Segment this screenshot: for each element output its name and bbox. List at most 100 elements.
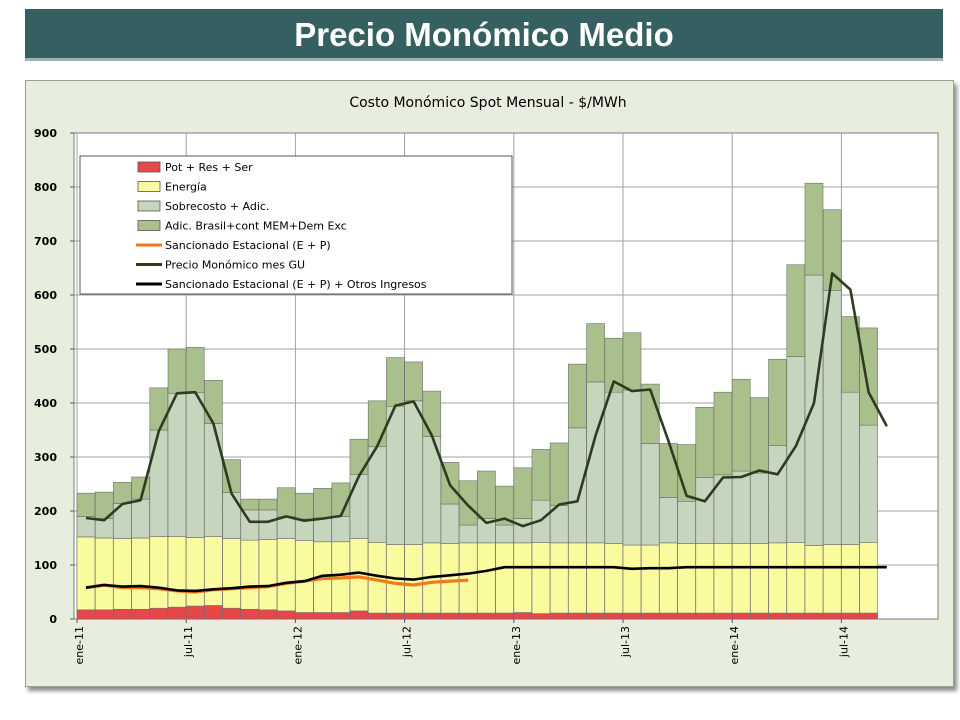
y-tick-label: 700	[34, 235, 57, 248]
bar-segment-1	[731, 543, 751, 614]
bar-segment-2	[440, 503, 460, 544]
bar-segment-2	[677, 500, 696, 544]
bar-segment-1	[841, 544, 860, 614]
y-tick-label: 600	[34, 289, 57, 302]
bar-segment-0	[477, 612, 496, 620]
bar-segment-2	[640, 443, 660, 546]
page-title: Precio Monómico Medio	[294, 16, 674, 53]
bar-segment-3	[404, 361, 423, 402]
bar-segment-1	[659, 542, 678, 614]
bar-segment-3	[458, 480, 478, 526]
legend-swatch	[137, 220, 161, 231]
y-tick-label: 200	[34, 505, 57, 518]
bar-segment-2	[859, 424, 878, 543]
x-tick-label: ene-11	[73, 626, 86, 664]
bar-segment-0	[240, 608, 260, 620]
bar-segment-2	[568, 427, 587, 544]
bar-segment-0	[94, 609, 114, 620]
x-tick-label: jul-12	[401, 626, 414, 658]
bar-segment-2	[841, 391, 860, 545]
bar-segment-0	[185, 605, 205, 620]
bar-segment-0	[513, 612, 533, 620]
bar-segment-0	[786, 612, 806, 620]
bar-segment-3	[76, 492, 96, 517]
y-tick-label: 300	[34, 451, 57, 464]
bar-segment-3	[240, 498, 260, 511]
bar-segment-1	[568, 542, 587, 614]
bar-segment-0	[604, 612, 624, 620]
bar-segment-0	[804, 612, 824, 620]
legend-swatch	[137, 161, 161, 173]
bar-segment-3	[713, 391, 733, 476]
bar-segment-3	[586, 323, 605, 383]
bar-segment-2	[404, 400, 423, 545]
bar-segment-2	[768, 445, 787, 544]
legend-entry: Pot + Res + Ser	[165, 161, 253, 174]
legend-entry: Sancionado Estacional (E + P)	[165, 239, 331, 252]
bar-segment-1	[94, 537, 114, 611]
bar-segment-0	[276, 610, 296, 620]
bar-segment-0	[640, 612, 660, 620]
x-tick-label: ene-12	[291, 626, 304, 664]
bar-segment-1	[76, 536, 96, 611]
bar-segment-3	[367, 400, 387, 448]
bar-segment-0	[422, 612, 442, 620]
bar-segment-2	[604, 391, 624, 544]
bar-segment-0	[222, 607, 241, 620]
y-axis: 0 100 200 300 400 500 600 700 800 900	[34, 127, 74, 626]
y-tick-label: 400	[34, 397, 57, 410]
bar-segment-2	[367, 446, 387, 543]
bar-segment-2	[822, 290, 842, 545]
bar-segment-3	[731, 378, 751, 472]
bar-segment-2	[131, 498, 150, 539]
bar-segment-2	[331, 516, 351, 543]
y-tick-label: 500	[34, 343, 57, 356]
bar-segment-1	[113, 538, 132, 610]
bar-segment-2	[276, 516, 296, 539]
bar-segment-0	[731, 612, 751, 620]
bar-segment-3	[768, 358, 787, 446]
bar-segment-3	[204, 380, 223, 424]
bar-segment-1	[513, 542, 533, 613]
bar-segment-1	[240, 539, 260, 610]
chart-title: Costo Monómico Spot Mensual - $/MWh	[349, 95, 626, 111]
bar-segment-3	[477, 470, 496, 519]
bar-segment-3	[313, 488, 332, 519]
x-axis: ene-11 jul-11 ene-12 jul-12 ene-13 jul-13 ene-…	[73, 619, 850, 664]
bar-segment-0	[386, 612, 405, 620]
bar-segment-0	[659, 612, 678, 620]
bar-segment-0	[113, 608, 132, 620]
bar-segment-3	[258, 498, 278, 511]
bar-segment-3	[695, 407, 715, 478]
bar-segment-2	[386, 405, 405, 545]
legend-swatch	[137, 200, 161, 212]
bar-segment-3	[804, 182, 824, 276]
bar-segment-2	[167, 392, 187, 537]
bar-segment-1	[185, 537, 205, 607]
bar-segment-0	[495, 612, 514, 620]
bar-segment-3	[786, 264, 806, 357]
bar-segment-0	[568, 612, 587, 620]
bar-segment-2	[695, 477, 715, 544]
bar-segment-1	[149, 536, 169, 609]
bar-segment-1	[458, 542, 478, 614]
x-tick-label: ene-14	[728, 626, 741, 664]
bar-segment-0	[258, 609, 278, 620]
bar-segment-3	[822, 209, 842, 291]
bar-segment-2	[731, 470, 751, 544]
bar-segment-2	[786, 356, 806, 543]
bar-segment-2	[750, 472, 769, 544]
legend-entry: Sancionado Estacional (E + P) + Otros In…	[165, 278, 427, 291]
bar-segment-0	[167, 606, 187, 620]
legend-entry: Energía	[165, 181, 207, 194]
bar-segment-0	[677, 612, 696, 620]
x-tick-label: jul-14	[837, 626, 850, 658]
bar-segment-0	[404, 612, 423, 620]
bar-segment-1	[258, 539, 278, 611]
bar-segment-0	[549, 612, 569, 620]
bar-segment-3	[531, 449, 551, 501]
bar-segment-1	[549, 542, 569, 614]
legend-entry: Adic. Brasil+cont MEM+Dem Exc	[165, 220, 347, 233]
bar-segment-3	[113, 482, 132, 504]
